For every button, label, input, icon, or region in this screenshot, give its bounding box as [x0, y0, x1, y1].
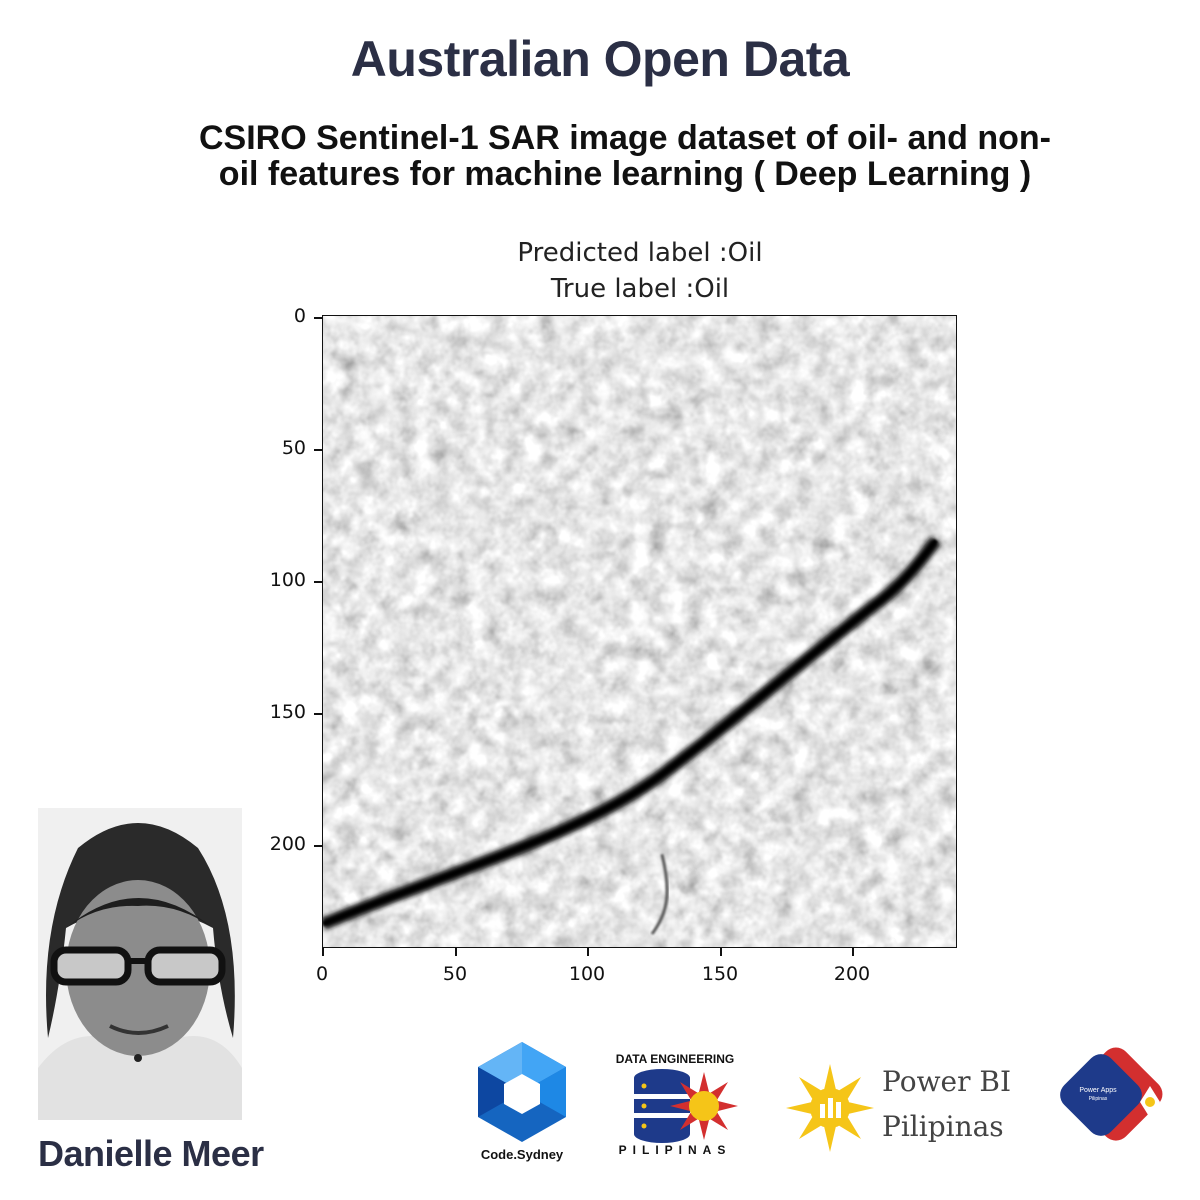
y-tick-label: 150	[269, 701, 306, 723]
x-tick-label: 0	[315, 963, 329, 985]
power-apps-logo-icon	[1060, 1047, 1163, 1141]
y-tick-mark	[314, 713, 322, 715]
page-subtitle: CSIRO Sentinel-1 SAR image dataset of oi…	[120, 120, 1130, 192]
y-tick-mark	[314, 317, 322, 319]
y-tick-mark	[314, 449, 322, 451]
x-tick-label: 200	[833, 963, 871, 985]
x-tick-mark	[322, 948, 324, 956]
predicted-label: Predicted label :Oil	[517, 238, 763, 268]
avatar	[38, 808, 242, 1120]
pilipinas-label: PILIPINAS	[618, 1143, 732, 1157]
oil-slick-core	[323, 538, 939, 927]
y-tick-label: 100	[269, 569, 306, 591]
author-name: Danielle Meer	[38, 1133, 264, 1174]
codesydney-logo-icon	[478, 1042, 566, 1142]
faint-streak	[650, 853, 669, 935]
power-bi-sun-icon	[786, 1064, 874, 1152]
y-tick-label: 0	[293, 305, 306, 327]
power-apps-pilipinas-label: Pilipinas	[1088, 1096, 1108, 1102]
data-engineering-label: DATA ENGINEERING	[615, 1052, 735, 1066]
x-tick-label: 50	[442, 963, 468, 985]
power-apps-label: Power Apps	[1079, 1087, 1117, 1094]
codesydney-label: Code.Sydney	[480, 1147, 564, 1162]
avatar-portrait	[38, 808, 242, 1120]
y-tick-mark	[314, 581, 322, 583]
x-tick-mark	[455, 948, 457, 956]
power-bi-label: Power BI	[882, 1065, 1012, 1098]
x-tick-mark	[587, 948, 589, 956]
x-tick-label: 100	[568, 963, 606, 985]
y-tick-mark	[314, 845, 322, 847]
true-label: True label :Oil	[550, 274, 730, 304]
subtitle-line-1: CSIRO Sentinel-1 SAR image dataset of oi…	[199, 119, 1051, 157]
x-tick-label: 150	[701, 963, 739, 985]
database-sun-icon	[634, 1069, 738, 1143]
sar-speckle	[323, 316, 956, 947]
sar-image	[322, 315, 957, 948]
x-tick-mark	[720, 948, 722, 956]
power-bi-pilipinas-label: Pilipinas	[882, 1110, 1004, 1143]
x-tick-mark	[852, 948, 854, 956]
y-tick-label: 200	[269, 833, 306, 855]
subtitle-line-2: oil features for machine learning ( Deep…	[218, 155, 1032, 193]
page-title: Australian Open Data	[350, 31, 850, 87]
y-tick-label: 50	[281, 437, 306, 459]
